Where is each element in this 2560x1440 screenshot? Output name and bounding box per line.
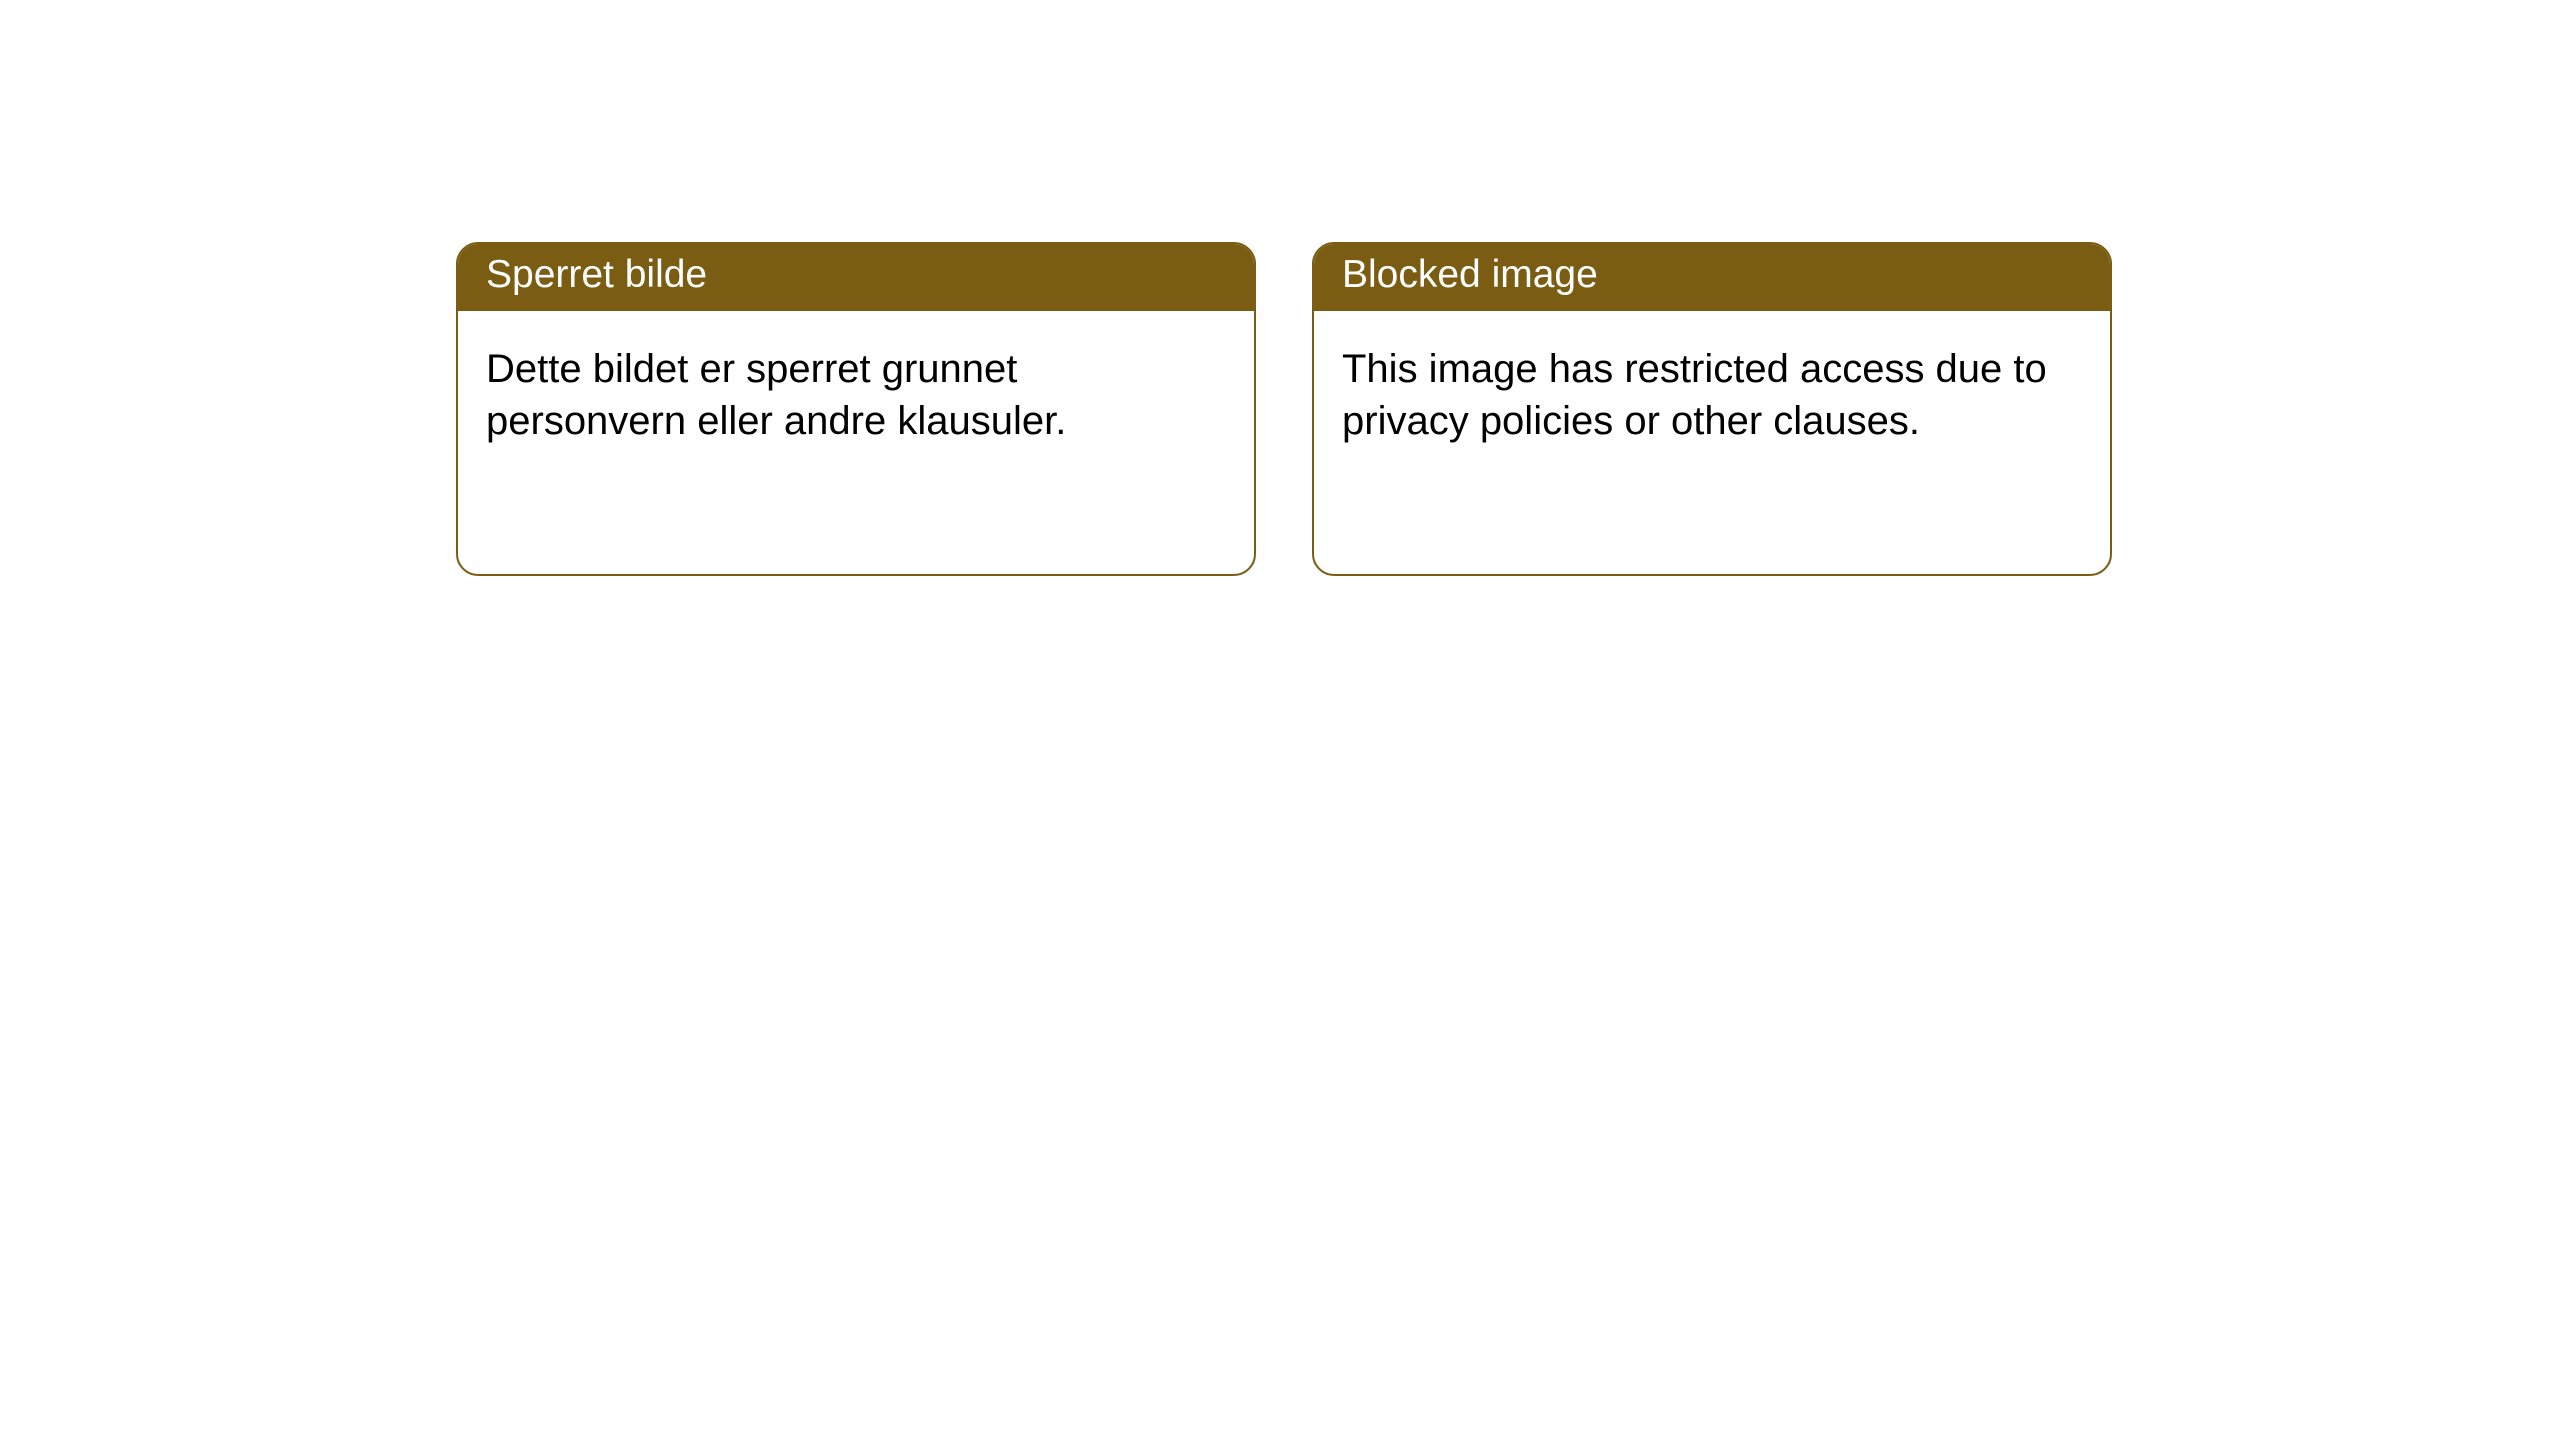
notice-card-english: Blocked image This image has restricted … (1312, 242, 2112, 576)
card-body-text: Dette bildet er sperret grunnet personve… (486, 347, 1066, 443)
card-title: Sperret bilde (486, 253, 707, 296)
notice-cards-container: Sperret bilde Dette bildet er sperret gr… (456, 242, 2112, 576)
card-body: This image has restricted access due to … (1314, 311, 2110, 479)
card-title: Blocked image (1342, 253, 1598, 296)
card-header: Sperret bilde (458, 244, 1254, 311)
card-body: Dette bildet er sperret grunnet personve… (458, 311, 1254, 479)
card-header: Blocked image (1314, 244, 2110, 311)
card-body-text: This image has restricted access due to … (1342, 347, 2047, 443)
notice-card-norwegian: Sperret bilde Dette bildet er sperret gr… (456, 242, 1256, 576)
